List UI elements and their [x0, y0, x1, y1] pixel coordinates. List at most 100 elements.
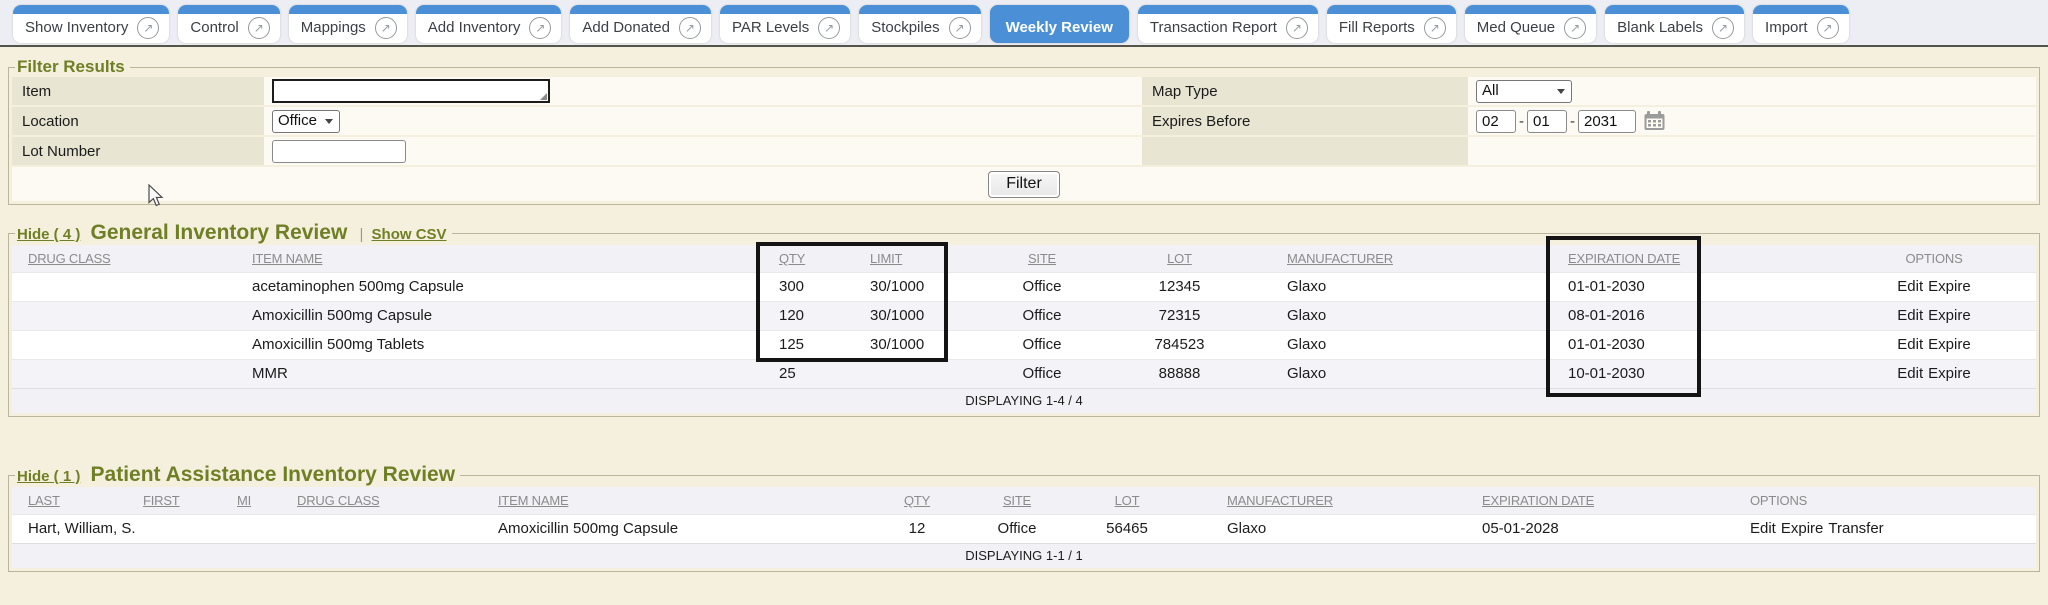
open-in-new-icon[interactable]: ↗: [678, 16, 701, 39]
col-header-site[interactable]: SITE: [1002, 492, 1032, 508]
col-header-lot[interactable]: LOT: [1114, 492, 1140, 508]
col-header-last[interactable]: LAST: [28, 492, 60, 508]
expire-link[interactable]: Expire: [1928, 365, 1971, 382]
expires-year-input[interactable]: [1578, 109, 1636, 133]
col-header-manufacturer[interactable]: MANUFACTURER: [1227, 492, 1333, 508]
cell-lot: 784523: [1154, 336, 1205, 353]
date-separator: -: [1519, 112, 1524, 130]
show-csv-link[interactable]: Show CSV: [371, 226, 447, 243]
patient-displaying-text: DISPLAYING 1-1 / 1: [965, 548, 1083, 564]
col-header-drug-class[interactable]: DRUG CLASS: [297, 492, 380, 508]
tab-transaction-report[interactable]: Transaction Report ↗: [1137, 5, 1318, 43]
cell-drug-class: [12, 272, 237, 301]
edit-link[interactable]: Edit: [1897, 307, 1924, 324]
col-header-first[interactable]: FIRST: [143, 492, 180, 508]
filter-grid: Item Map Type All Location: [12, 77, 2036, 201]
tab-label: PAR Levels: [731, 19, 810, 36]
open-in-new-icon[interactable]: ↗: [1423, 16, 1446, 39]
open-in-new-icon[interactable]: ↗: [1712, 16, 1735, 39]
tab-control[interactable]: Control ↗: [178, 5, 280, 43]
expires-day-input[interactable]: [1527, 109, 1567, 133]
tab-accent-strip: [1605, 5, 1745, 14]
resize-handle-icon[interactable]: [540, 93, 547, 100]
expire-link[interactable]: Expire: [1928, 307, 1971, 324]
tab-add-inventory[interactable]: Add Inventory ↗: [415, 5, 562, 43]
patient-hide-link[interactable]: Hide ( 1 ): [17, 468, 81, 485]
tab-label: Stockpiles: [871, 19, 940, 36]
filter-results-legend: Filter Results: [17, 57, 125, 76]
tab-show-inventory[interactable]: Show Inventory ↗: [13, 5, 170, 43]
table-row: acetaminophen 500mg Capsule 300 30/1000 …: [12, 272, 2036, 301]
edit-link[interactable]: Edit: [1750, 520, 1776, 537]
tab-blank-labels[interactable]: Blank Labels ↗: [1605, 5, 1745, 43]
tab-label: Add Inventory: [427, 19, 521, 36]
cell-patient-name: Hart, William, S.: [28, 520, 136, 537]
cell-limit: 30/1000: [870, 336, 925, 353]
date-separator: -: [1570, 112, 1575, 130]
cell-site: Office: [1022, 336, 1062, 353]
open-in-new-icon[interactable]: ↗: [1285, 16, 1308, 39]
map-type-select[interactable]: All: [1476, 79, 1572, 103]
filter-empty-value-cell: [1468, 137, 2036, 167]
open-in-new-icon[interactable]: ↗: [1564, 16, 1587, 39]
col-header-site[interactable]: SITE: [1027, 250, 1057, 266]
cell-lot: 88888: [1158, 365, 1201, 382]
cell-qty: 25: [779, 365, 796, 382]
tab-med-queue[interactable]: Med Queue ↗: [1464, 5, 1597, 43]
col-header-qty[interactable]: QTY: [903, 492, 931, 508]
open-in-new-icon[interactable]: ↗: [1816, 16, 1839, 39]
tab-weekly-review-active[interactable]: Weekly Review: [989, 5, 1129, 43]
open-in-new-icon[interactable]: ↗: [529, 16, 552, 39]
cell-item-name: MMR: [252, 365, 288, 382]
cell-drug-class: [12, 359, 237, 388]
tab-par-levels[interactable]: PAR Levels ↗: [719, 5, 851, 43]
tab-accent-strip: [178, 5, 280, 14]
expire-link[interactable]: Expire: [1928, 336, 1971, 353]
cell-expiration: 10-01-2030: [1568, 365, 1645, 382]
expire-link[interactable]: Expire: [1780, 520, 1824, 537]
location-select[interactable]: Office: [272, 109, 340, 133]
col-header-item-name[interactable]: ITEM NAME: [252, 250, 323, 266]
filter-button[interactable]: Filter: [988, 170, 1060, 198]
open-in-new-icon[interactable]: ↗: [374, 16, 397, 39]
cell-manufacturer: Glaxo: [1227, 520, 1267, 537]
col-header-expiration-date[interactable]: EXPIRATION DATE: [1568, 250, 1681, 266]
item-input-field[interactable]: [274, 81, 548, 101]
tab-import[interactable]: Import ↗: [1753, 5, 1849, 43]
expires-month-input[interactable]: [1476, 109, 1516, 133]
cell-options: Edit Expire: [1832, 301, 2036, 330]
general-hide-link[interactable]: Hide ( 4 ): [17, 226, 81, 243]
map-type-label: Map Type: [1142, 77, 1468, 107]
tab-mappings[interactable]: Mappings ↗: [288, 5, 407, 43]
col-header-lot[interactable]: LOT: [1167, 250, 1192, 266]
col-header-limit[interactable]: LIMIT: [870, 250, 903, 266]
patient-assistance-legend: Hide ( 1 ) Patient Assistance Inventory …: [15, 463, 460, 487]
transfer-link[interactable]: Transfer: [1828, 520, 1884, 537]
expire-link[interactable]: Expire: [1928, 278, 1971, 295]
tab-accent-strip: [415, 5, 562, 14]
open-in-new-icon[interactable]: ↗: [818, 16, 841, 39]
open-in-new-icon[interactable]: ↗: [948, 16, 971, 39]
col-header-expiration-date[interactable]: EXPIRATION DATE: [1482, 492, 1595, 508]
open-in-new-icon[interactable]: ↗: [247, 16, 270, 39]
col-header-mi[interactable]: MI: [237, 492, 252, 508]
lot-number-input[interactable]: [272, 139, 406, 163]
cell-lot: 12345: [1158, 278, 1201, 295]
col-header-drug-class[interactable]: DRUG CLASS: [28, 250, 111, 266]
cell-item-name: Amoxicillin 500mg Capsule: [252, 307, 433, 324]
edit-link[interactable]: Edit: [1897, 336, 1924, 353]
tab-add-donated[interactable]: Add Donated ↗: [570, 5, 711, 43]
edit-link[interactable]: Edit: [1897, 365, 1924, 382]
open-in-new-icon[interactable]: ↗: [137, 16, 160, 39]
edit-link[interactable]: Edit: [1897, 278, 1924, 295]
cell-site: Office: [1022, 278, 1062, 295]
tab-fill-reports[interactable]: Fill Reports ↗: [1326, 5, 1456, 43]
col-header-manufacturer[interactable]: MANUFACTURER: [1287, 250, 1393, 266]
tab-stockpiles[interactable]: Stockpiles ↗: [859, 5, 981, 43]
col-header-qty[interactable]: QTY: [779, 250, 806, 266]
item-input[interactable]: [272, 79, 550, 103]
calendar-icon[interactable]: [1644, 111, 1665, 131]
table-row: Amoxicillin 500mg Capsule 120 30/1000 Of…: [12, 301, 2036, 330]
cell-limit: 30/1000: [870, 307, 925, 324]
col-header-item-name[interactable]: ITEM NAME: [498, 492, 569, 508]
